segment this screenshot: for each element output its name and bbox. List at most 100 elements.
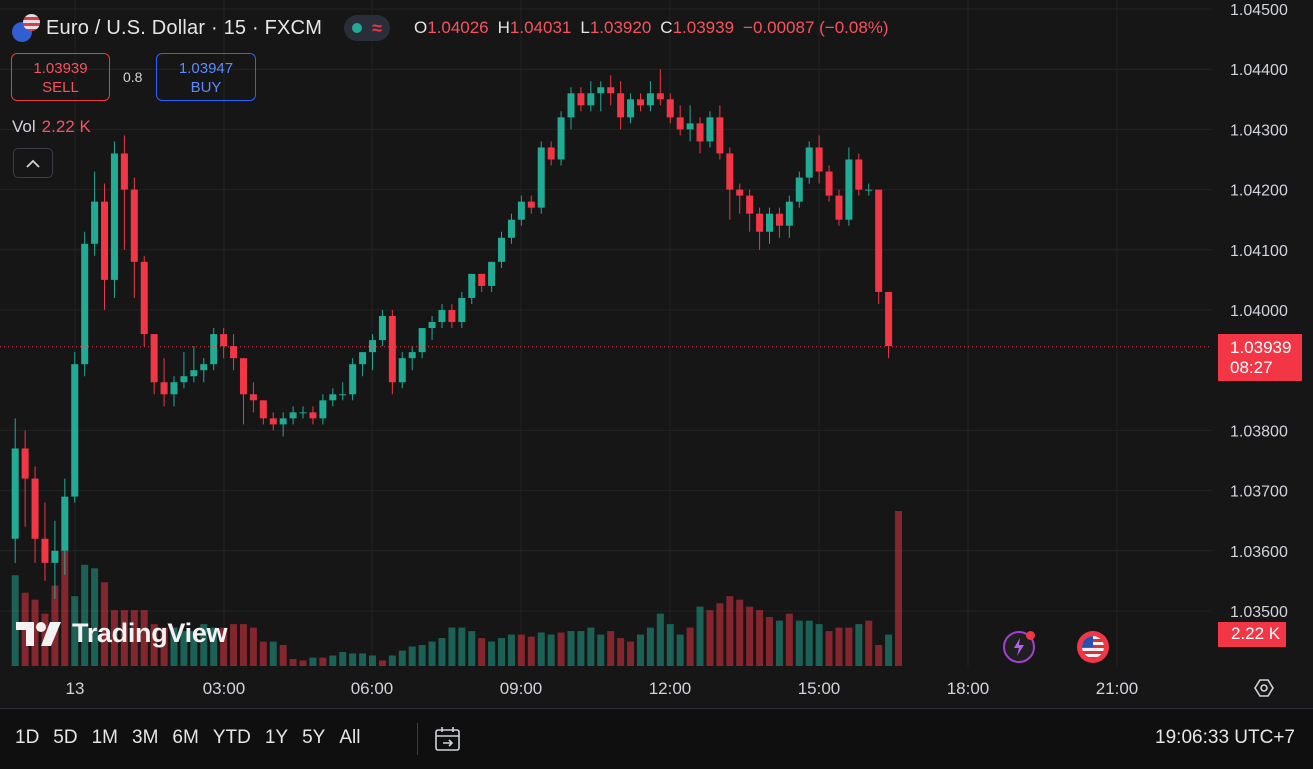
candle-body — [259, 400, 267, 419]
range-6m[interactable]: 6M — [172, 727, 199, 748]
candle-body — [756, 213, 764, 232]
volume-bar — [329, 655, 337, 666]
us-flag-event-icon[interactable] — [1077, 631, 1109, 663]
bottom-toolbar: 1D 5D 1M 3M 6M YTD 1Y 5Y All 19:06:33 UT… — [0, 708, 1313, 769]
symbol-title[interactable]: Euro / U.S. Dollar · 15 · FXCM — [46, 16, 323, 39]
volume-bar — [378, 660, 386, 666]
candle-body — [289, 412, 297, 419]
eur-usd-flags-icon[interactable] — [12, 14, 40, 42]
candle-body — [746, 195, 754, 214]
candle-body — [269, 418, 277, 425]
ohlc-values: O1.04026 H1.04031 L1.03920 C1.03939 −0.0… — [414, 18, 889, 38]
volume-bar — [696, 606, 704, 666]
range-all[interactable]: All — [339, 727, 361, 748]
volume-bar — [855, 624, 863, 666]
candle-body — [428, 322, 436, 329]
candle-body — [865, 189, 873, 191]
low-key: L — [580, 18, 590, 37]
range-1m[interactable]: 1M — [91, 727, 118, 748]
volume-bar — [547, 634, 555, 666]
candle-body — [636, 99, 644, 106]
volume-bar — [398, 650, 406, 666]
candle-body — [875, 189, 883, 292]
range-3m[interactable]: 3M — [132, 727, 159, 748]
volume-bar — [210, 627, 218, 666]
time-tick-label: 03:00 — [203, 679, 246, 698]
volume-bar — [71, 596, 79, 666]
volume-bar — [706, 610, 714, 666]
grid — [0, 0, 1212, 666]
volume-bar — [756, 610, 764, 666]
candle-body — [91, 201, 99, 244]
range-5d[interactable]: 5D — [53, 727, 78, 748]
volume-bar — [61, 550, 69, 666]
range-1d[interactable]: 1D — [15, 727, 40, 748]
candle-body — [31, 478, 39, 539]
candle-body — [855, 159, 863, 190]
volume-bar — [359, 653, 367, 666]
volume-bar — [587, 627, 595, 666]
candle-body — [21, 448, 29, 479]
candle-body — [766, 213, 773, 232]
candle-body — [299, 412, 307, 414]
candle-body — [249, 394, 257, 401]
candle-body — [498, 237, 506, 262]
volume-bar — [150, 624, 158, 666]
sell-button[interactable]: 1.03939 SELL — [11, 53, 110, 101]
time-tick-label: 09:00 — [500, 679, 543, 698]
candle-body — [458, 297, 466, 323]
volume-bar — [825, 631, 833, 666]
time-axis: 13 03:00 06:00 09:00 12:00 15:00 18:00 21:00 — [66, 679, 1139, 698]
volume-bar — [339, 652, 347, 666]
volume-legend[interactable]: Vol 2.22 K — [12, 117, 91, 137]
candle-body — [11, 448, 19, 539]
volume-bar — [279, 645, 287, 666]
volume-bar — [91, 568, 99, 666]
volume-bar — [259, 641, 267, 666]
price-chart[interactable]: 1.04500 1.04400 1.04300 1.04200 1.04100 1.040… — [0, 0, 1313, 708]
price-tick-label: 1.03800 — [1230, 423, 1288, 440]
candle-body — [696, 123, 704, 142]
buy-button[interactable]: 1.03947 BUY — [156, 53, 256, 101]
range-5y[interactable]: 5Y — [302, 727, 326, 748]
candle-body — [815, 147, 823, 172]
candle-body — [408, 352, 416, 359]
candle-body — [845, 159, 853, 220]
candle-body — [617, 93, 625, 118]
candle-body — [378, 316, 386, 341]
volume-bar — [160, 627, 168, 666]
range-ytd[interactable]: YTD — [212, 727, 251, 748]
chevron-up-icon — [26, 159, 40, 168]
collapse-legend-button[interactable] — [13, 148, 53, 178]
price-tick-label: 1.03600 — [1230, 544, 1288, 561]
tradingview-logo[interactable]: TradingView — [14, 618, 228, 649]
volume-bar — [498, 638, 506, 666]
high-value: 1.04031 — [509, 18, 572, 37]
candle-body — [885, 291, 893, 347]
candle-body — [41, 538, 49, 563]
market-status[interactable]: ≈ — [344, 15, 390, 41]
candle-body — [418, 328, 426, 353]
volume-bar — [200, 624, 208, 666]
candle-body — [835, 195, 843, 220]
volume-bars — [11, 511, 903, 666]
candle-body — [200, 364, 208, 371]
volume-bar — [428, 641, 436, 666]
go-to-date-icon[interactable] — [434, 725, 462, 753]
candle-body — [686, 123, 694, 130]
volume-bar — [736, 599, 744, 666]
clock[interactable]: 19:06:33 UTC+7 — [1155, 727, 1295, 748]
candle-body — [517, 201, 525, 220]
candle-body — [230, 346, 238, 359]
volume-bar — [81, 564, 89, 666]
candle-body — [319, 400, 327, 419]
candle-body — [110, 153, 118, 280]
volume-bar — [537, 632, 545, 666]
volume-bar — [875, 645, 883, 666]
range-1y[interactable]: 1Y — [264, 727, 289, 748]
lightning-event-icon[interactable] — [1003, 631, 1035, 663]
volume-bar — [269, 641, 277, 666]
settings-gear-icon[interactable] — [1253, 677, 1275, 699]
volume-label: Vol — [12, 117, 36, 136]
candle-body — [706, 117, 714, 142]
